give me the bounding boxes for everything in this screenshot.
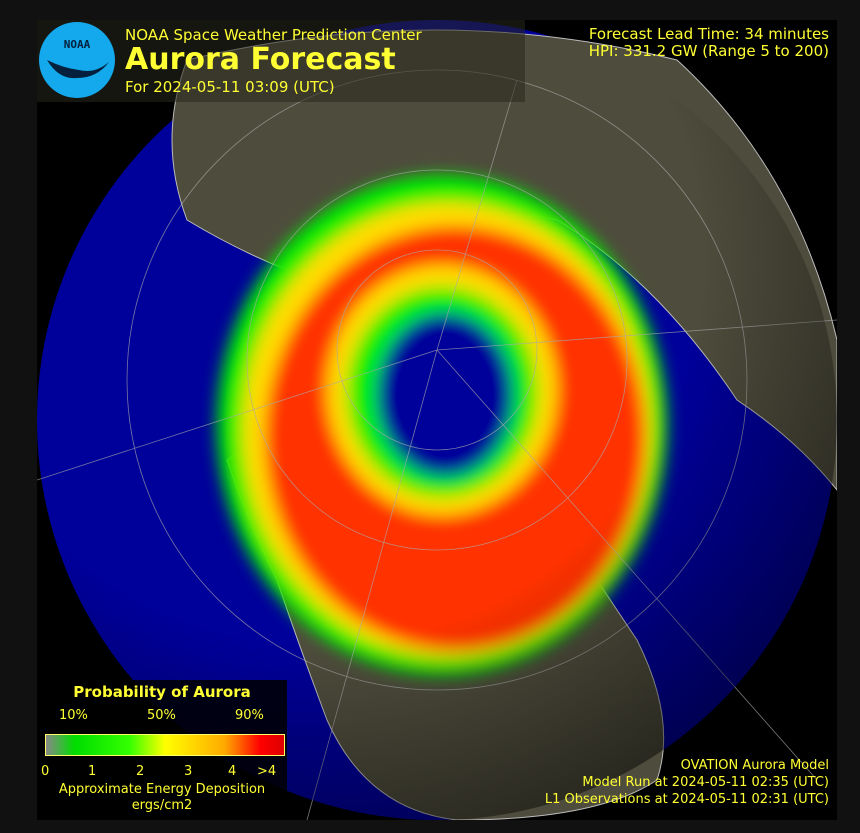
noaa-logo: NOAA — [39, 22, 115, 98]
energy-label-text: Approximate Energy Deposition — [58, 782, 266, 797]
page-title: Aurora Forecast — [125, 42, 396, 77]
legend-pct-90: 90% — [235, 708, 264, 723]
legend: Probability of Aurora 10% 50% 90% 0 1 2 … — [37, 680, 287, 820]
legend-tick: 2 — [136, 764, 145, 779]
header-panel — [37, 20, 525, 102]
legend-tick: 1 — [88, 764, 97, 779]
globe-shade — [37, 20, 837, 820]
svg-text:NOAA: NOAA — [64, 38, 91, 51]
org-name: NOAA Space Weather Prediction Center — [125, 26, 422, 44]
legend-pct-50: 50% — [147, 708, 176, 723]
legend-title: Probability of Aurora — [73, 683, 251, 701]
legend-tick: 4 — [228, 764, 237, 779]
forecast-date: For 2024-05-11 03:09 (UTC) — [125, 78, 335, 96]
legend-tick: 3 — [184, 764, 193, 779]
aurora-map-frame: NOAA NOAA Space Weather Prediction Cente… — [37, 20, 837, 820]
legend-tick: >4 — [257, 764, 277, 779]
model-run: Model Run at 2024-05-11 02:35 (UTC) — [582, 775, 829, 790]
energy-label: Approximate Energy Deposition ergs/cm2 — [37, 782, 287, 814]
l1-observations: L1 Observations at 2024-05-11 02:31 (UTC… — [544, 792, 829, 807]
model-name: OVATION Aurora Model — [680, 758, 829, 773]
legend-pct-10: 10% — [59, 708, 88, 723]
energy-unit: ergs/cm2 — [131, 798, 193, 813]
lead-time: Forecast Lead Time: 34 minutes — [588, 25, 829, 43]
model-info: OVATION Aurora Model Model Run at 2024-0… — [545, 757, 829, 808]
legend-color-bar — [45, 734, 285, 756]
legend-tick: 0 — [41, 764, 50, 779]
aurora-map — [37, 20, 837, 820]
hpi-value: HPI: 331.2 GW (Range 5 to 200) — [588, 42, 829, 60]
